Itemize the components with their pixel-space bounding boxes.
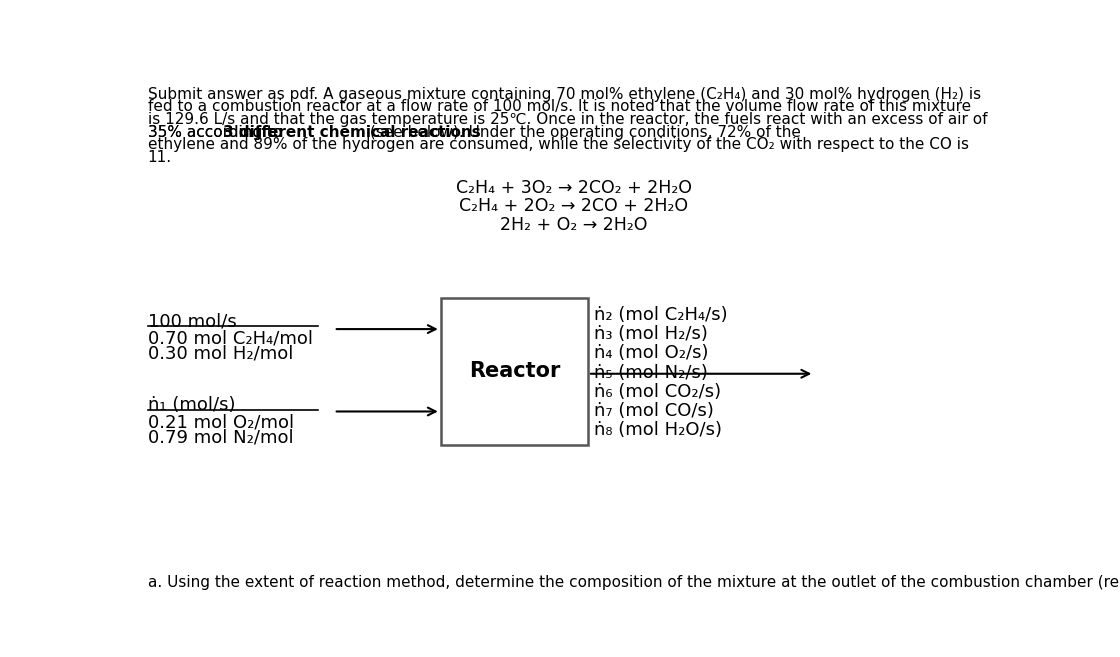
Text: ṅ₅ (mol N₂/s): ṅ₅ (mol N₂/s) <box>594 364 708 382</box>
Text: Submit answer as pdf. A gaseous mixture containing 70 mol% ethylene (C₂H₄) and 3: Submit answer as pdf. A gaseous mixture … <box>148 87 981 102</box>
Text: 35% according to: 35% according to <box>148 125 287 140</box>
Text: ṅ₆ (mol CO₂/s): ṅ₆ (mol CO₂/s) <box>594 383 721 401</box>
Text: 0.21 mol O₂/mol: 0.21 mol O₂/mol <box>148 413 293 431</box>
Text: C₂H₄ + 3O₂ → 2CO₂ + 2H₂O: C₂H₄ + 3O₂ → 2CO₂ + 2H₂O <box>456 179 692 197</box>
Text: 100 mol/s: 100 mol/s <box>148 312 236 330</box>
Text: C₂H₄ + 2O₂ → 2CO + 2H₂O: C₂H₄ + 2O₂ → 2CO + 2H₂O <box>459 197 689 215</box>
Text: 0.30 mol H₂/mol: 0.30 mol H₂/mol <box>148 344 293 363</box>
Text: ethylene and 89% of the hydrogen are consumed, while the selectivity of the CO₂ : ethylene and 89% of the hydrogen are con… <box>148 137 969 152</box>
Bar <box>440 298 588 445</box>
Text: 0.79 mol N₂/mol: 0.79 mol N₂/mol <box>148 428 293 446</box>
Text: 0.70 mol C₂H₄/mol: 0.70 mol C₂H₄/mol <box>148 329 312 347</box>
Text: (see below). Under the operating conditions, 72% of the: (see below). Under the operating conditi… <box>365 125 801 140</box>
Text: ṅ₈ (mol H₂O/s): ṅ₈ (mol H₂O/s) <box>594 422 722 440</box>
Text: a. Using the extent of reaction method, determine the composition of the mixture: a. Using the extent of reaction method, … <box>148 576 1120 591</box>
Text: 35% according to: 35% according to <box>148 125 287 140</box>
Text: 11.: 11. <box>148 150 171 165</box>
Text: ṅ₂ (mol C₂H₄/s): ṅ₂ (mol C₂H₄/s) <box>594 306 728 324</box>
Text: Reactor: Reactor <box>468 361 560 382</box>
Text: ṅ₃ (mol H₂/s): ṅ₃ (mol H₂/s) <box>594 325 708 343</box>
Text: 3 different chemical reactions: 3 different chemical reactions <box>223 125 480 140</box>
Text: ṅ₁ (mol/s): ṅ₁ (mol/s) <box>148 396 235 414</box>
Text: ṅ₇ (mol CO/s): ṅ₇ (mol CO/s) <box>594 402 715 420</box>
Text: fed to a combustion reactor at a flow rate of 100 mol/s. It is noted that the vo: fed to a combustion reactor at a flow ra… <box>148 99 971 114</box>
Text: is 129.6 L/s and that the gas temperature is 25℃. Once in the reactor, the fuels: is 129.6 L/s and that the gas temperatur… <box>148 112 987 127</box>
Text: ṅ₄ (mol O₂/s): ṅ₄ (mol O₂/s) <box>594 344 709 363</box>
Text: 2H₂ + O₂ → 2H₂O: 2H₂ + O₂ → 2H₂O <box>501 216 647 234</box>
